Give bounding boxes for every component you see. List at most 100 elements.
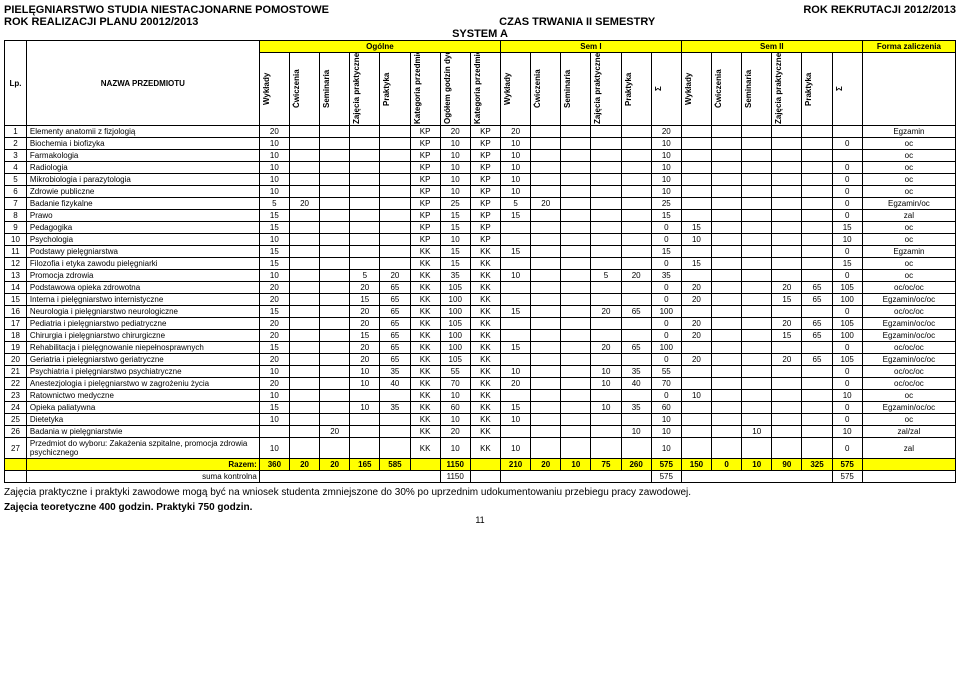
data-cell [591,162,621,174]
data-cell [531,222,561,234]
data-cell: 20 [501,378,531,390]
data-cell: 0 [832,210,862,222]
data-cell [289,210,319,222]
data-cell [320,306,350,318]
data-cell: 20 [350,318,380,330]
data-cell: KK [470,330,500,342]
data-cell: 35 [380,366,410,378]
col-s1-praktyka: Praktyka [624,54,633,124]
data-cell [591,222,621,234]
data-cell: 10 [440,150,470,162]
data-cell [712,282,742,294]
data-cell: 40 [380,378,410,390]
data-cell: 20 [259,318,289,330]
data-cell: 0 [832,306,862,318]
data-cell [320,258,350,270]
data-cell [561,414,591,426]
data-cell: 10 [501,438,531,459]
subject-cell: Badania w pielęgniarstwie [26,426,259,438]
data-cell: 10 [440,174,470,186]
data-cell [350,222,380,234]
data-cell: 0 [832,198,862,210]
data-cell [289,150,319,162]
data-cell [621,282,651,294]
data-cell: 20 [259,378,289,390]
data-cell [350,150,380,162]
subject-cell: Przedmiot do wyboru: Zakażenia szpitalne… [26,438,259,459]
data-cell: oc/oc/oc [862,342,955,354]
table-row: 10Psychologia10KP10KP01010oc [5,234,956,246]
data-cell: KK [470,258,500,270]
subtitle-left: ROK REALIZACJI PLANU 20012/2013 [4,16,198,28]
totals-cell [470,459,500,471]
data-cell: 0 [651,222,681,234]
data-cell [772,306,802,318]
data-cell: 10 [742,426,772,438]
data-cell: KK [470,426,500,438]
data-cell: oc [862,270,955,282]
data-cell [772,246,802,258]
data-cell [681,162,711,174]
data-cell: KK [410,426,440,438]
data-cell [802,378,832,390]
data-cell: 15 [681,258,711,270]
data-cell [289,162,319,174]
data-cell [772,426,802,438]
data-cell: KP [470,186,500,198]
totals-cell: 20 [531,459,561,471]
data-cell [591,150,621,162]
data-cell: 20 [772,282,802,294]
data-cell [531,342,561,354]
data-cell [350,138,380,150]
data-cell: 10 [5,234,27,246]
data-cell [561,366,591,378]
data-cell: 10 [501,366,531,378]
data-cell: KP [410,126,440,138]
data-cell [531,378,561,390]
table-row: 23Ratownictwo medyczne10KK10KK01010oc [5,390,956,402]
data-cell [531,126,561,138]
data-cell [772,234,802,246]
data-cell [350,174,380,186]
data-cell: KP [410,198,440,210]
data-cell: Egzamin/oc/oc [862,354,955,366]
table-row: 11Podstawy pielęgniarstwa15KK15KK15150Eg… [5,246,956,258]
data-cell [289,330,319,342]
data-cell: 65 [621,342,651,354]
data-cell: 15 [440,258,470,270]
data-cell: KK [410,438,440,459]
data-cell [380,222,410,234]
data-cell: 20 [591,306,621,318]
data-cell: 20 [5,354,27,366]
data-cell: 15 [501,210,531,222]
totals-cell: 75 [591,459,621,471]
data-cell: 15 [259,342,289,354]
data-cell: 10 [259,138,289,150]
data-cell: 65 [380,342,410,354]
data-cell: 15 [681,222,711,234]
subject-cell: Neurologia i pielęgniarstwo neurologiczn… [26,306,259,318]
data-cell: 15 [501,342,531,354]
data-cell: KK [470,306,500,318]
data-cell [289,366,319,378]
data-cell [621,438,651,459]
data-cell: 22 [5,378,27,390]
data-cell [742,174,772,186]
data-cell: 10 [259,234,289,246]
data-cell: 10 [651,438,681,459]
data-cell: 10 [501,150,531,162]
data-cell: 5 [259,198,289,210]
data-cell [320,222,350,234]
data-cell: 60 [651,402,681,414]
suma-v2: 575 [651,471,681,483]
data-cell: 10 [591,402,621,414]
data-cell: 0 [651,234,681,246]
data-cell: KP [470,126,500,138]
data-cell: 15 [501,306,531,318]
data-cell [621,186,651,198]
totals-cell: 150 [681,459,711,471]
data-cell [350,210,380,222]
data-cell [320,234,350,246]
data-cell: 20 [531,198,561,210]
data-cell: oc/oc/oc [862,378,955,390]
